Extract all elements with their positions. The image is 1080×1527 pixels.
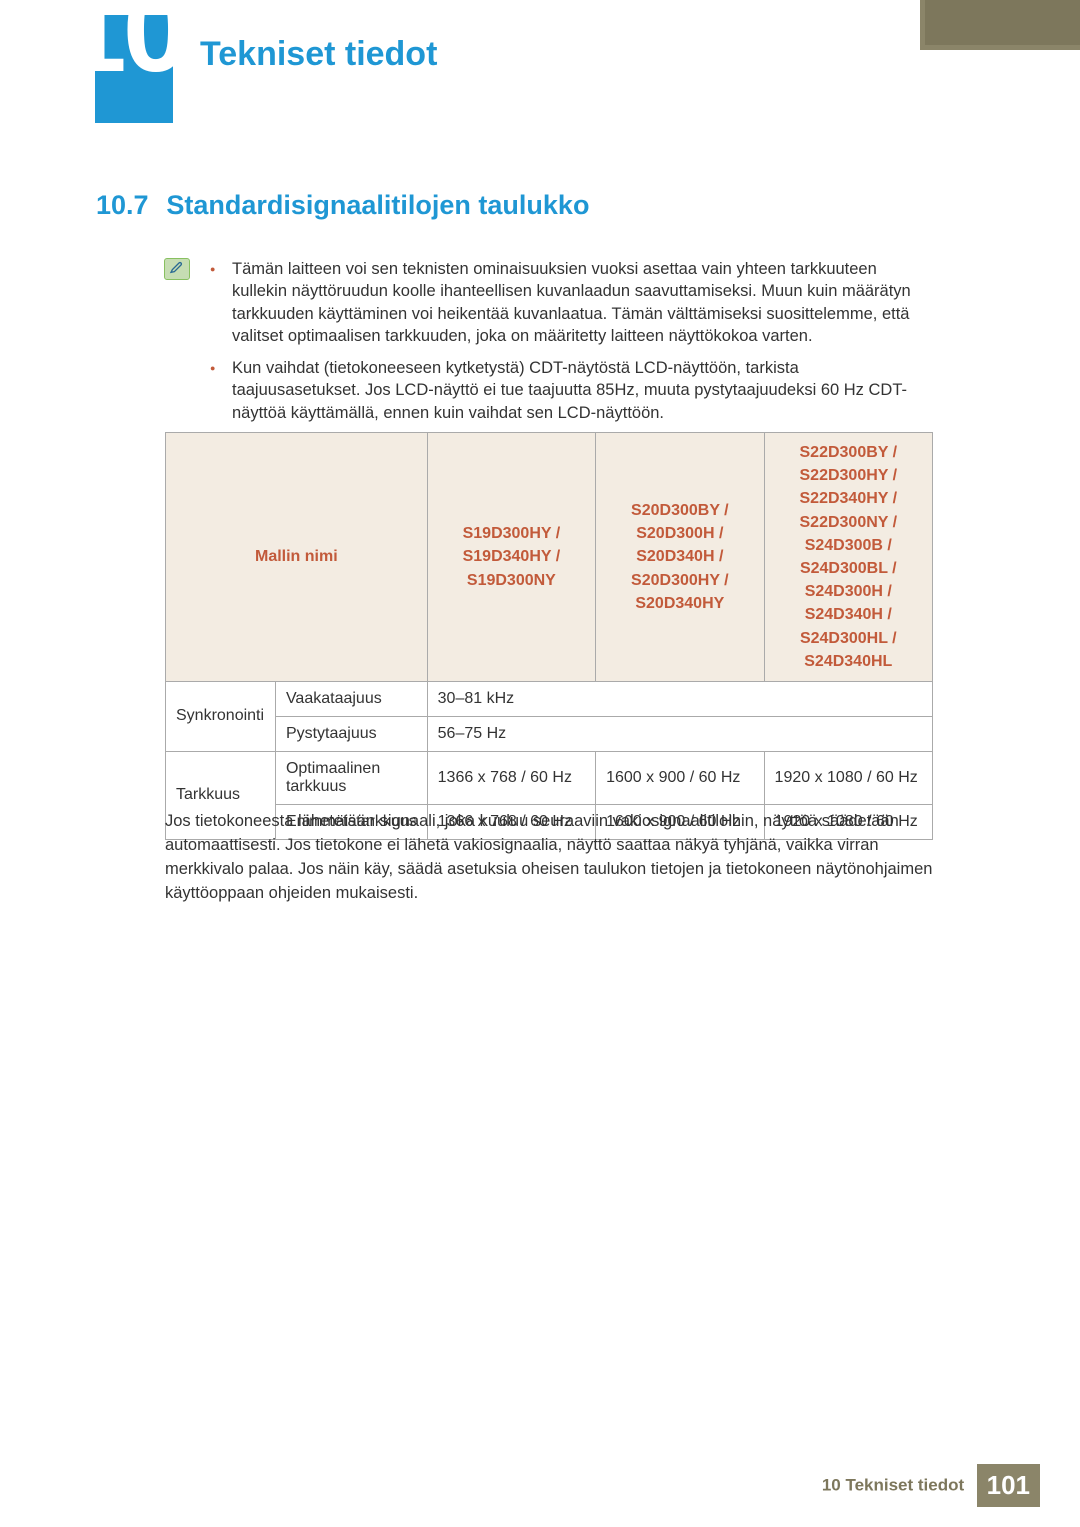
note-item: Tämän laitteen voi sen teknisten ominais…	[210, 258, 930, 347]
notes-block: Tämän laitteen voi sen teknisten ominais…	[210, 258, 930, 434]
footer: 10 Tekniset tiedot 101	[0, 1464, 1080, 1507]
section-heading: 10.7 Standardisignaalitilojen taulukko	[96, 190, 589, 221]
chapter-number: 10	[60, 0, 185, 90]
cell-group: Synkronointi	[166, 681, 276, 751]
cell-value: 30–81 kHz	[427, 681, 932, 716]
section-title: Standardisignaalitilojen taulukko	[166, 190, 589, 220]
cell-value: 1600 x 900 / 60 Hz	[596, 751, 764, 804]
spec-table: Mallin nimi S19D300HY / S19D340HY / S19D…	[165, 432, 933, 840]
note-icon	[164, 258, 190, 280]
footer-chapter: 10 Tekniset tiedot	[822, 1476, 964, 1495]
cell-attr: Pystytaajuus	[275, 716, 427, 751]
table-header-label: Mallin nimi	[166, 433, 428, 682]
cell-value: 1920 x 1080 / 60 Hz	[764, 751, 932, 804]
chapter-title: Tekniset tiedot	[200, 35, 437, 74]
cell-value: 1366 x 768 / 60 Hz	[427, 751, 595, 804]
table-header-group: S19D300HY / S19D340HY / S19D300NY	[427, 433, 595, 682]
section-number: 10.7	[96, 190, 149, 220]
table-header-group: S20D300BY / S20D300H / S20D340H / S20D30…	[596, 433, 764, 682]
table-row: Synkronointi Vaakataajuus 30–81 kHz	[166, 681, 933, 716]
table-header-group: S22D300BY / S22D300HY / S22D340HY / S22D…	[764, 433, 932, 682]
note-item: Kun vaihdat (tietokoneeseen kytketystä) …	[210, 357, 930, 424]
cell-attr: Vaakataajuus	[275, 681, 427, 716]
body-paragraph: Jos tietokoneesta lähetetään signaali, j…	[165, 810, 935, 906]
table-row: Pystytaajuus 56–75 Hz	[166, 716, 933, 751]
page: 10 Tekniset tiedot 10.7 Standardisignaal…	[0, 0, 1080, 1527]
top-bar-inner	[925, 0, 1080, 45]
table-row: Tarkkuus Optimaalinen tarkkuus 1366 x 76…	[166, 751, 933, 804]
footer-page-number: 101	[977, 1464, 1040, 1507]
cell-value: 56–75 Hz	[427, 716, 932, 751]
cell-attr: Optimaalinen tarkkuus	[275, 751, 427, 804]
